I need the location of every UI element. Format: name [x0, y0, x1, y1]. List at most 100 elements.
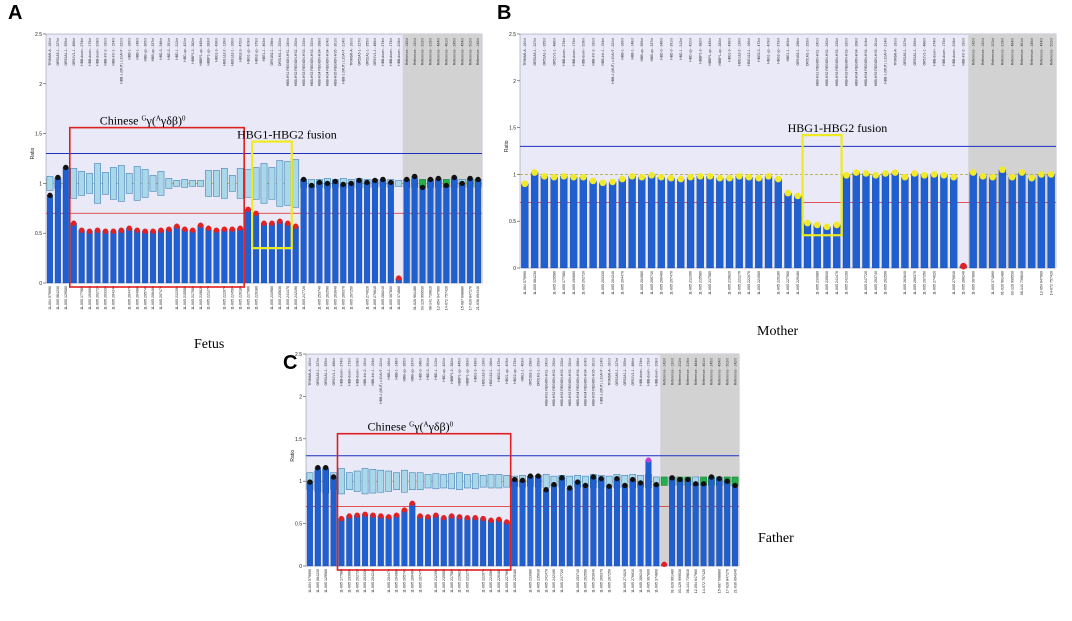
probe-label: Reference - 454nt: [718, 358, 722, 385]
probe-label: TRIM6/6-A - 160nt: [308, 358, 312, 386]
y-tick-label: 2.5: [509, 32, 516, 38]
ratio-dot: [930, 171, 938, 178]
ratio-dot: [448, 513, 455, 519]
ratio-bar: [669, 477, 676, 567]
y-tick-label: 2: [299, 394, 302, 400]
ratio-dot: [852, 169, 860, 176]
probe-label: OR51B2-1 - 298nt: [529, 358, 533, 386]
x-tick-label: 11-005 276610: [631, 569, 635, 593]
ratio-bar: [165, 229, 172, 284]
ratio-dot: [417, 513, 423, 519]
ratio-dot: [364, 179, 370, 186]
y-tick-label: 1.5: [295, 437, 302, 443]
probe-label: HBB-down - 173nt: [389, 38, 393, 66]
sample-range-box: [471, 473, 479, 490]
ratio-bar: [543, 489, 550, 567]
probe-label: HBB-down - 208nt: [397, 38, 401, 66]
probe-label: HBB-HS2 REGION-HS2 - 292nt: [294, 38, 298, 86]
ratio-bar: [621, 485, 628, 567]
ratio-bar: [464, 517, 471, 567]
probe-label: Reference - 502nt: [725, 358, 729, 385]
probe-label: TRIM6/6-A - 160nt: [523, 38, 527, 66]
probe-label: HBG2-3 - 472nt: [757, 38, 761, 62]
ratio-bar: [409, 503, 416, 567]
probe-label: HBBP1-up - 283nt: [466, 358, 470, 386]
probe-label: HBD-3 - 346nt: [159, 38, 163, 60]
sample-range-box: [487, 474, 495, 489]
ratio-bar: [852, 172, 860, 269]
x-tick-label: 11-005 212390: [689, 271, 693, 295]
ratio-bar: [637, 482, 644, 567]
x-tick-label: 11-005 202720: [355, 569, 359, 593]
probe-label: HBB-1 (MUT) c.20A>T - 214nt: [599, 358, 603, 404]
ratio-dot: [189, 227, 196, 233]
ratio-dot: [590, 474, 597, 480]
x-tick-label: 11-005 204240: [371, 569, 375, 593]
ratio-dot: [315, 464, 321, 471]
x-tick-label: 11-005 235630: [825, 271, 829, 295]
ratio-bar: [292, 226, 299, 284]
ratio-bar: [189, 230, 196, 284]
probe-label: HBD-3 - 346nt: [660, 38, 664, 60]
ratio-bar: [677, 178, 685, 269]
probe-label: Reference - 142nt: [733, 358, 737, 385]
annotation-superscript: 0: [182, 115, 186, 123]
x-tick-label: 11-005 374860: [397, 286, 401, 310]
x-tick-label: 11-005 221270: [207, 286, 211, 310]
ratio-dot: [323, 464, 329, 471]
ratio-dot: [126, 225, 132, 231]
ratio-bar: [456, 516, 463, 567]
ratio-dot: [308, 182, 315, 189]
sample-range-box: [228, 175, 236, 192]
x-tick-label: 11-005 129580: [552, 271, 556, 295]
sample-range-box: [189, 180, 196, 187]
sample-range-box: [276, 160, 284, 207]
probe-label: HBB-HS4 REGION-HS4 - 304nt: [864, 38, 868, 86]
probe-label: HBB-1 - 166nt: [387, 358, 391, 380]
x-tick-label: 14-072 757420: [445, 286, 449, 310]
ratio-dot: [630, 476, 636, 483]
ratio-bar: [467, 178, 474, 284]
probe-label: HBBP1-3 - 382nt: [450, 358, 454, 384]
ratio-dot: [261, 220, 267, 226]
caption-father: Father: [758, 531, 794, 546]
ratio-bar: [419, 187, 426, 284]
annotation-text: Chinese: [367, 420, 409, 434]
ratio-bar: [393, 514, 400, 567]
ratio-bar: [901, 177, 909, 269]
ratio-bar: [1047, 174, 1055, 269]
ratio-dot: [1008, 173, 1016, 181]
x-tick-label: 11-005 227960: [786, 271, 790, 295]
ratio-bar: [157, 230, 164, 284]
probe-label: HBD-1 - 312nt: [434, 358, 438, 380]
ratio-bar: [519, 480, 526, 567]
ratio-dot: [735, 172, 743, 180]
probe-label: Reference - 142nt: [971, 38, 975, 65]
annotation-superscript: G: [141, 115, 146, 123]
ratio-dot: [388, 179, 394, 186]
ratio-dot: [401, 507, 408, 513]
ratio-bar: [316, 182, 323, 284]
x-tick-label: 11-005 253740: [576, 569, 580, 593]
ratio-dot: [843, 172, 850, 179]
x-tick-label: 11-005 286240: [381, 286, 385, 310]
sample-range-box: [46, 176, 54, 191]
ratio-bar: [862, 173, 870, 269]
probe-label: HBB-HS4 REGION-HS4 - 304nt: [326, 38, 330, 86]
ratio-bar: [451, 177, 458, 284]
sample-range-box: [361, 468, 369, 495]
x-tick-label: 15-087 698880: [718, 569, 722, 593]
ratio-bar: [1037, 174, 1046, 269]
ratio-dot: [559, 475, 565, 481]
ratio-dot: [609, 178, 616, 186]
ratio-dot: [794, 192, 802, 200]
x-tick-label: 11-005 253740: [874, 271, 878, 295]
ratio-dot: [693, 481, 699, 487]
ratio-bar: [579, 177, 588, 269]
y-tick-label: 1: [299, 479, 302, 485]
ratio-bar: [618, 178, 626, 269]
ratio-bar: [725, 177, 734, 269]
y-tick-label: 0: [39, 281, 42, 287]
probe-label: HBB-1 (MUT) c.20A>T - 214nt: [884, 38, 888, 84]
ratio-dot: [570, 173, 577, 181]
